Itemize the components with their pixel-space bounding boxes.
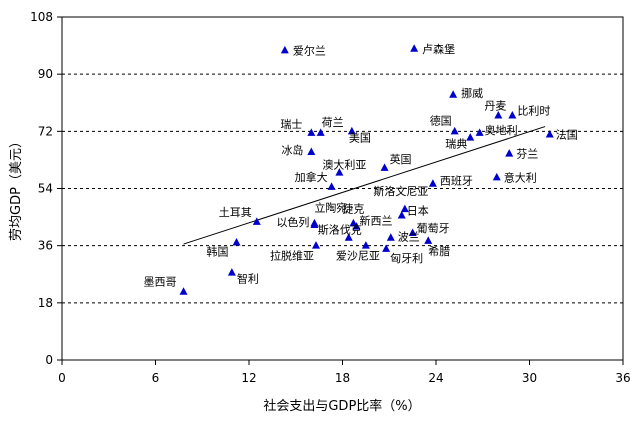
data-point-marker [505,149,514,157]
point-label: 卢森堡 [422,42,455,56]
point-label: 比利时 [517,104,550,117]
data-point-marker [232,237,241,246]
point-label: 立陶宛 [314,200,347,214]
point-label: 墨西哥 [144,276,177,289]
point-label: 拉脱维亚 [270,249,314,263]
data-point-marker [310,220,319,229]
point-label: 加拿大 [295,170,328,184]
point-label: 澳大利亚 [322,158,366,172]
point-label: 捷克 [342,201,364,215]
data-point-marker [508,110,517,119]
point-label: 意大利 [504,170,537,184]
data-point-marker [397,210,406,219]
point-label: 美国 [349,131,371,144]
data-point-marker [280,45,289,54]
point-label: 斯洛伐克 [318,223,362,237]
data-point-marker [382,244,391,252]
data-point-marker [380,163,389,171]
y-tick-label: 108 [30,10,53,24]
point-label: 挪威 [461,86,483,100]
data-point-marker [344,233,353,241]
x-tick-label: 24 [428,371,443,385]
point-label: 德国 [430,113,452,127]
data-point-marker [347,126,356,135]
point-label: 希腊 [428,244,450,258]
point-label: 丹麦 [484,99,506,112]
data-point-marker [494,110,503,119]
point-label: 英国 [390,152,412,166]
point-label: 奥地利 [485,123,518,137]
point-label: 芬兰 [516,148,538,161]
y-tick-label: 72 [38,124,53,138]
point-label: 斯洛文尼亚 [373,184,428,198]
data-point-marker [492,172,501,181]
x-axis-title: 社会支出与GDP比率（%） [263,398,420,414]
data-point-marker [316,128,325,136]
point-label: 葡萄牙 [417,222,450,235]
y-tick-label: 18 [38,296,53,310]
point-label: 匈牙利 [390,251,423,265]
data-point-marker [410,44,419,52]
y-axis-ticks: 0 18 36 54 72 90 108 [30,10,62,367]
point-label: 新西兰 [360,214,393,228]
point-label: 韩国 [207,244,229,258]
y-axis-title: 劳均GDP（美元） [8,135,24,241]
data-point-marker [312,241,321,249]
x-tick-label: 18 [335,371,350,385]
point-label: 以色列 [276,215,309,229]
point-label: 智利 [237,272,259,286]
point-label: 瑞典 [445,137,467,151]
point-label: 爱沙尼亚 [336,250,380,263]
data-point-marker [545,130,554,138]
point-label: 法国 [556,128,578,142]
data-points [179,44,554,295]
data-point-marker [179,287,188,295]
x-tick-label: 12 [241,371,256,385]
data-point-marker [252,217,261,225]
x-tick-label: 6 [152,371,160,385]
y-tick-label: 0 [45,353,53,367]
x-tick-label: 0 [58,371,66,385]
data-point-marker [386,233,395,241]
y-tick-label: 54 [38,182,53,196]
data-point-marker [466,133,475,141]
data-point-marker [227,268,236,276]
point-label: 爱尔兰 [293,44,326,57]
data-point-marker [475,128,484,136]
data-point-marker [335,168,344,176]
point-label: 西班牙 [440,175,473,188]
data-point-marker [428,179,437,187]
data-point-marker [449,90,458,98]
data-point-marker [450,126,459,135]
point-label: 日本 [407,203,429,217]
data-point-marker [352,222,361,230]
data-point-marker [408,228,417,236]
x-axis-ticks: 0 6 12 18 24 30 36 [58,360,631,385]
data-point-marker [424,236,433,244]
y-tick-label: 90 [38,67,53,81]
data-point-marker [327,182,336,190]
y-tick-label: 36 [38,239,53,253]
point-label: 荷兰 [322,116,344,129]
point-label: 冰岛 [281,143,303,157]
data-point-marker [400,204,409,213]
point-label: 瑞士 [280,117,302,131]
trend-line [183,126,546,245]
point-label: 波兰 [398,231,420,244]
data-point-marker [307,147,316,155]
point-label: 土耳其 [219,206,252,219]
x-tick-label: 30 [522,371,537,385]
x-tick-label: 36 [615,371,630,385]
data-point-marker [361,241,370,249]
data-point-marker [307,128,316,136]
